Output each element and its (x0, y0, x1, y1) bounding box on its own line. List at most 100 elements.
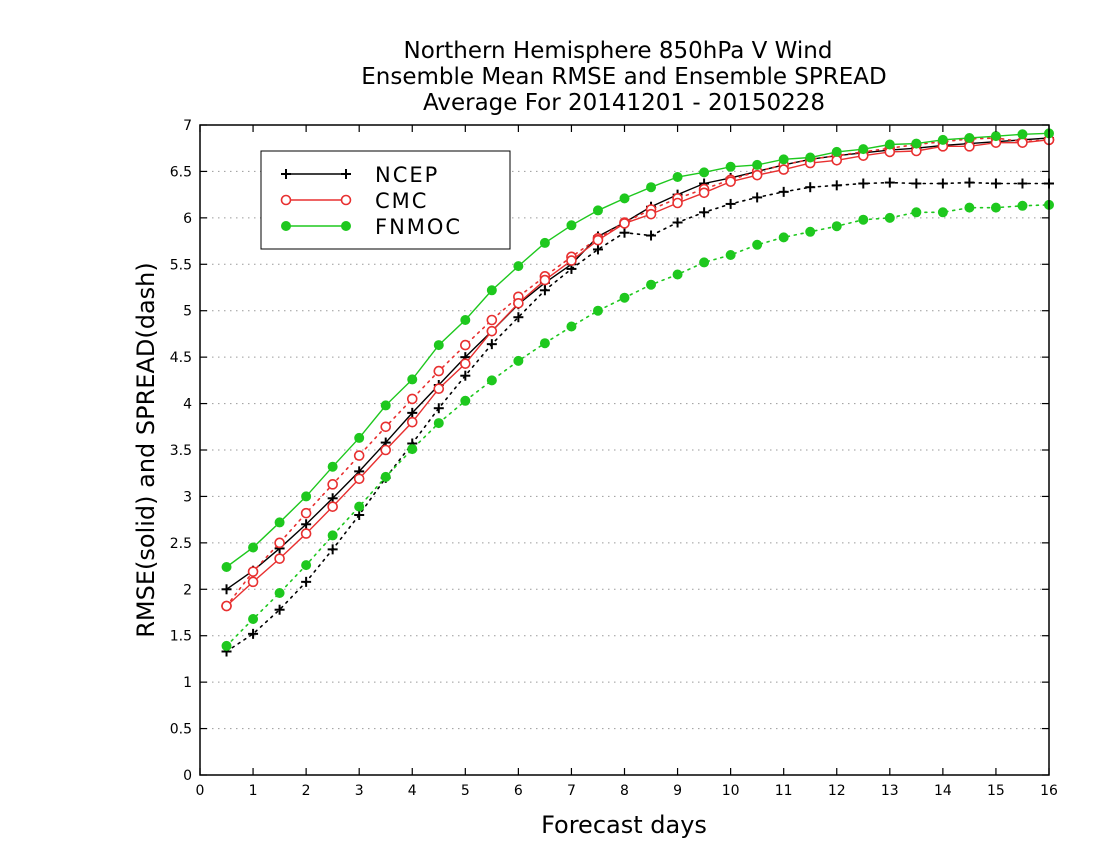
fnmoc-rmse-point (248, 542, 259, 553)
legend-marker (281, 169, 291, 179)
ncep-spread-point (805, 182, 816, 193)
gridlines (200, 170, 1049, 730)
fnmoc-spread-point (592, 305, 603, 316)
chart-title-line-2: Ensemble Mean RMSE and Ensemble SPREAD (361, 64, 886, 90)
fnmoc-rmse-point (911, 138, 922, 149)
fnmoc-rmse-point (539, 237, 550, 248)
fnmoc-spread-point (460, 395, 471, 406)
x-tick-label: 2 (302, 783, 311, 799)
cmc-rmse-point (619, 218, 630, 229)
cmc-spread-point (274, 537, 285, 549)
fnmoc-spread-point (619, 292, 630, 303)
fnmoc-spread-point (248, 614, 259, 624)
x-tick-label: 8 (620, 783, 629, 799)
cmc-rmse-point (566, 255, 577, 266)
legend-marker (281, 221, 291, 231)
fnmoc-rmse-point (592, 205, 603, 216)
legend-entry-cmc: CMC (280, 189, 426, 213)
fnmoc-rmse-point (778, 154, 789, 165)
x-tick-label: 15 (987, 783, 1005, 799)
y-axis-label: RMSE(solid) and SPREAD(dash) (132, 262, 160, 638)
ncep-spread-point (699, 207, 710, 218)
fnmoc-rmse-point (486, 285, 497, 296)
cmc-rmse-point (353, 473, 365, 485)
ncep-spread-point (460, 370, 471, 381)
ncep-spread-point (752, 192, 763, 203)
ncep-spread-point (1017, 178, 1028, 189)
fnmoc-rmse-point (460, 315, 471, 325)
x-tick-label: 0 (196, 783, 205, 799)
fnmoc-rmse-point (354, 432, 365, 443)
y-tick-label: 0.5 (170, 722, 192, 738)
fnmoc-spread-point (778, 232, 789, 243)
cmc-spread-point (327, 479, 338, 490)
cmc-rmse-point (460, 358, 471, 369)
fnmoc-spread-point (301, 560, 312, 571)
cmc-rmse-point (380, 444, 392, 456)
x-axis-label: Forecast days (541, 811, 707, 839)
fnmoc-spread-point (937, 207, 948, 218)
ncep-spread-point (274, 604, 285, 615)
cmc-rmse-point (672, 197, 683, 209)
fnmoc-rmse-point (752, 159, 763, 170)
cmc-rmse-point (539, 274, 551, 286)
cmc-rmse-point (645, 208, 657, 220)
cmc-spread-point (433, 365, 445, 377)
x-tick-label: 4 (408, 783, 417, 799)
x-tick-label: 9 (673, 783, 682, 799)
fnmoc-rmse-point (1017, 129, 1028, 140)
cmc-spread-point (247, 566, 259, 577)
cmc-spread-point (460, 339, 471, 351)
cmc-spread-point (486, 314, 498, 326)
fnmoc-spread-point (699, 257, 710, 268)
fnmoc-rmse-point (327, 461, 338, 472)
fnmoc-spread-point (380, 471, 391, 482)
ncep-rmse-point (301, 519, 312, 530)
fnmoc-spread-point (884, 212, 895, 223)
fnmoc-rmse-point (990, 131, 1001, 142)
legend-marker (280, 194, 292, 206)
fnmoc-spread-point (354, 501, 365, 512)
ncep-spread-series (221, 177, 1054, 657)
y-tick-label: 5.5 (170, 257, 192, 273)
fnmoc-rmse-point (566, 220, 577, 231)
ncep-spread-point (831, 180, 842, 191)
legend-label-ncep: NCEP (375, 163, 439, 187)
x-tick-label: 10 (722, 783, 740, 799)
ncep-spread-point (858, 178, 869, 189)
chart-title-line-1: Northern Hemisphere 850hPa V Wind (404, 38, 833, 64)
fnmoc-rmse-point (805, 152, 816, 163)
fnmoc-rmse-point (672, 172, 683, 182)
y-tick-label: 4.5 (170, 350, 192, 366)
ncep-spread-point (301, 576, 312, 587)
fnmoc-spread-point (672, 269, 683, 280)
x-tick-label: 5 (461, 783, 470, 799)
fnmoc-spread-point (646, 279, 657, 290)
legend-entry-fnmoc: FNMOC (281, 215, 460, 239)
ncep-spread-point (354, 510, 365, 520)
ncep-spread-point (619, 227, 630, 238)
fnmoc-rmse-point (274, 517, 285, 528)
fnmoc-rmse-point (725, 161, 736, 172)
y-tick-label: 0 (183, 768, 192, 784)
fnmoc-spread-point (725, 250, 736, 260)
fnmoc-spread-point (407, 444, 418, 455)
fnmoc-spread-point (486, 375, 497, 386)
fnmoc-spread-point (990, 202, 1001, 213)
y-tick-label: 5 (183, 304, 192, 320)
y-tick-label: 1 (183, 675, 192, 691)
axis-ticks: 00.511.522.533.544.555.566.570 1 2 3 4 5 6 7 8 9 1… (170, 118, 1058, 799)
fnmoc-rmse-point (699, 167, 710, 178)
x-tick-label: 7 (567, 783, 576, 799)
cmc-rmse-point (433, 383, 445, 395)
fnmoc-spread-point (566, 321, 577, 332)
fnmoc-spread-point (858, 214, 869, 225)
ncep-spread-point (725, 198, 736, 209)
fnmoc-spread-point (805, 226, 816, 237)
fnmoc-spread-point (513, 355, 524, 366)
fnmoc-spread-series (221, 199, 1054, 651)
fnmoc-rmse-point (964, 133, 975, 143)
ncep-spread-point (327, 544, 338, 555)
cmc-rmse-point (1017, 137, 1028, 148)
